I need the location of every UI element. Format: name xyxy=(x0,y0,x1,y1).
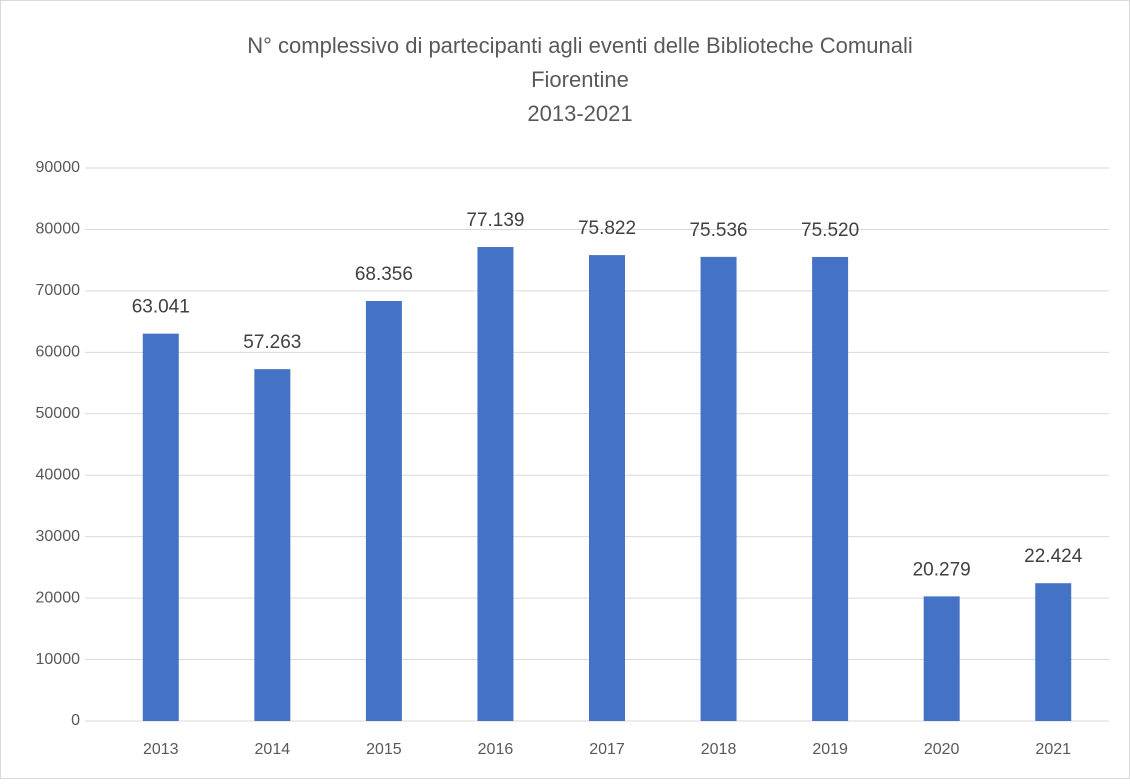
data-label: 75.520 xyxy=(801,220,859,241)
y-tick-label: 10000 xyxy=(36,651,81,668)
y-tick-label: 80000 xyxy=(36,221,81,238)
y-tick-label: 30000 xyxy=(36,528,81,545)
data-label: 75.822 xyxy=(578,218,636,239)
y-tick-label: 40000 xyxy=(36,466,81,483)
x-tick-label: 2017 xyxy=(589,741,625,758)
data-label: 20.279 xyxy=(913,559,971,580)
y-tick-label: 90000 xyxy=(36,159,81,176)
bar xyxy=(589,255,625,721)
x-tick-label: 2019 xyxy=(812,741,848,758)
y-tick-label: 20000 xyxy=(36,589,81,606)
bar xyxy=(365,300,402,721)
chart-title: 2013-2021 xyxy=(527,101,632,126)
x-tick-label: 2016 xyxy=(478,741,514,758)
bar xyxy=(700,256,737,721)
bar xyxy=(142,333,179,721)
data-label: 68.356 xyxy=(355,264,413,285)
chart-title: Fiorentine xyxy=(531,67,629,92)
y-tick-label: 70000 xyxy=(36,282,81,299)
y-tick-label: 0 xyxy=(71,712,80,729)
data-label: 75.536 xyxy=(689,220,747,241)
data-label: 77.139 xyxy=(466,210,524,231)
data-label: 63.041 xyxy=(132,297,190,318)
bar xyxy=(254,369,291,721)
x-tick-label: 2021 xyxy=(1035,741,1071,758)
y-tick-label: 60000 xyxy=(36,344,81,361)
data-label: 22.424 xyxy=(1024,546,1083,567)
bar xyxy=(923,596,960,721)
x-tick-label: 2015 xyxy=(366,741,402,758)
x-tick-label: 2014 xyxy=(255,741,291,758)
chart-title: N° complessivo di partecipanti agli even… xyxy=(247,33,912,58)
y-tick-label: 50000 xyxy=(36,405,81,422)
bar xyxy=(812,256,849,721)
data-label: 57.263 xyxy=(243,332,301,353)
x-tick-label: 2018 xyxy=(701,741,737,758)
x-tick-label: 2020 xyxy=(924,741,960,758)
bar xyxy=(1035,583,1072,721)
x-tick-label: 2013 xyxy=(143,741,179,758)
bar xyxy=(477,247,514,722)
